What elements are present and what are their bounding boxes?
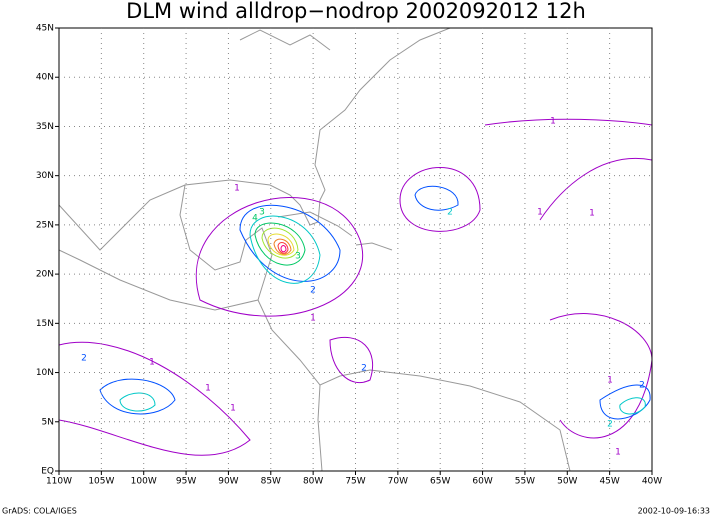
lat-tick-label: 45N	[36, 24, 54, 34]
contour-label: 2	[81, 354, 87, 364]
lon-tick-label: 80W	[303, 477, 323, 487]
contour-label: 1	[550, 117, 556, 127]
lon-tick-label: 45W	[599, 477, 619, 487]
contours	[58, 118, 653, 456]
map-frame	[58, 27, 653, 472]
lon-tick-label: 105W	[88, 477, 114, 487]
contour-label: 3	[295, 252, 301, 262]
contour-label: 1	[310, 314, 316, 324]
contour-label: 2	[639, 381, 645, 391]
contour-label: 1	[230, 404, 236, 414]
contour-label: 2	[310, 286, 316, 296]
lat-tick-label: 30N	[36, 171, 54, 181]
lon-tick-label: 65W	[430, 477, 450, 487]
lat-tick-label: 5N	[42, 417, 54, 427]
lat-tick-label: EQ	[41, 467, 54, 477]
contour-label: 2	[607, 420, 613, 430]
contour-label: 1	[589, 209, 595, 219]
lat-tick-label: 20N	[36, 270, 54, 280]
contour-label: 2	[447, 208, 453, 218]
contour-label: 1	[205, 384, 211, 394]
lon-tick-label: 55W	[515, 477, 535, 487]
contour-label: 1	[149, 358, 155, 368]
contour-label: 2	[361, 364, 367, 374]
lon-tick-label: 100W	[131, 477, 157, 487]
lat-tick-label: 35N	[36, 122, 54, 132]
coastlines	[58, 27, 571, 472]
lon-tick-label: 70W	[388, 477, 408, 487]
contour-label: 4	[252, 214, 258, 224]
map-title: DLM wind alldrop−nodrop 2002092012 12h	[126, 0, 586, 23]
lat-tick-label: 25N	[36, 220, 54, 230]
contour-label: 1	[537, 208, 543, 218]
lat-tick-label: 10N	[36, 368, 54, 378]
lon-tick-label: 85W	[261, 477, 281, 487]
lon-tick-label: 50W	[557, 477, 577, 487]
contour-label: 1	[615, 448, 621, 458]
lon-tick-label: 95W	[176, 477, 196, 487]
contour-label: 3	[259, 208, 265, 218]
lat-tick-label: 15N	[36, 319, 54, 329]
contour-label: 1	[607, 376, 613, 386]
lon-tick-label: 60W	[472, 477, 492, 487]
footer-right: 2002-10-09-16:33	[638, 507, 710, 516]
lon-tick-label: 110W	[46, 477, 72, 487]
lat-tick-label: 40N	[36, 73, 54, 83]
lon-tick-label: 40W	[642, 477, 662, 487]
lon-tick-label: 90W	[218, 477, 238, 487]
contour-label: 1	[234, 184, 240, 194]
lon-tick-label: 75W	[345, 477, 365, 487]
footer-left: GrADS: COLA/IGES	[2, 507, 77, 516]
